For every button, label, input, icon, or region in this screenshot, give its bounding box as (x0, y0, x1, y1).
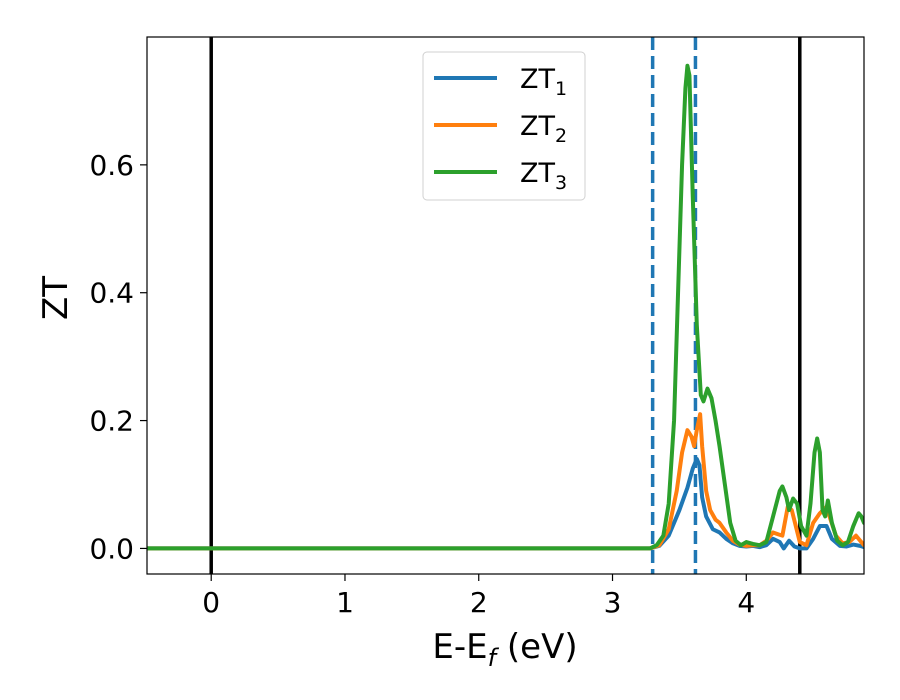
y-axis-ticks: 0.0 0.2 0.4 0.6 (89, 149, 147, 565)
legend-label-zt3: ZT3 (520, 158, 567, 194)
series-line-zt3 (147, 63, 864, 551)
x-axis-ticks: 0 1 2 3 4 (202, 574, 755, 619)
plot-frame (146, 36, 865, 575)
legend-box (422, 51, 586, 201)
y-tick-label: 0.4 (89, 277, 134, 310)
x-tick-label: 3 (604, 586, 622, 619)
y-axis-title: ZT (36, 276, 76, 320)
x-tick-label: 4 (737, 586, 755, 619)
legend: ZT1 ZT2 ZT3 (422, 51, 586, 201)
x-tick-label: 1 (336, 586, 354, 619)
legend-label-zt2: ZT2 (520, 111, 567, 147)
x-axis-title: E-Ef (eV) (432, 627, 577, 672)
y-tick-label: 0.0 (89, 532, 134, 565)
legend-label-zt1: ZT1 (520, 64, 567, 100)
y-tick-label: 0.6 (89, 149, 134, 182)
x-tick-label: 2 (470, 586, 488, 619)
y-tick-label: 0.2 (89, 405, 134, 438)
x-tick-label: 0 (202, 586, 220, 619)
series-lines (147, 63, 864, 551)
